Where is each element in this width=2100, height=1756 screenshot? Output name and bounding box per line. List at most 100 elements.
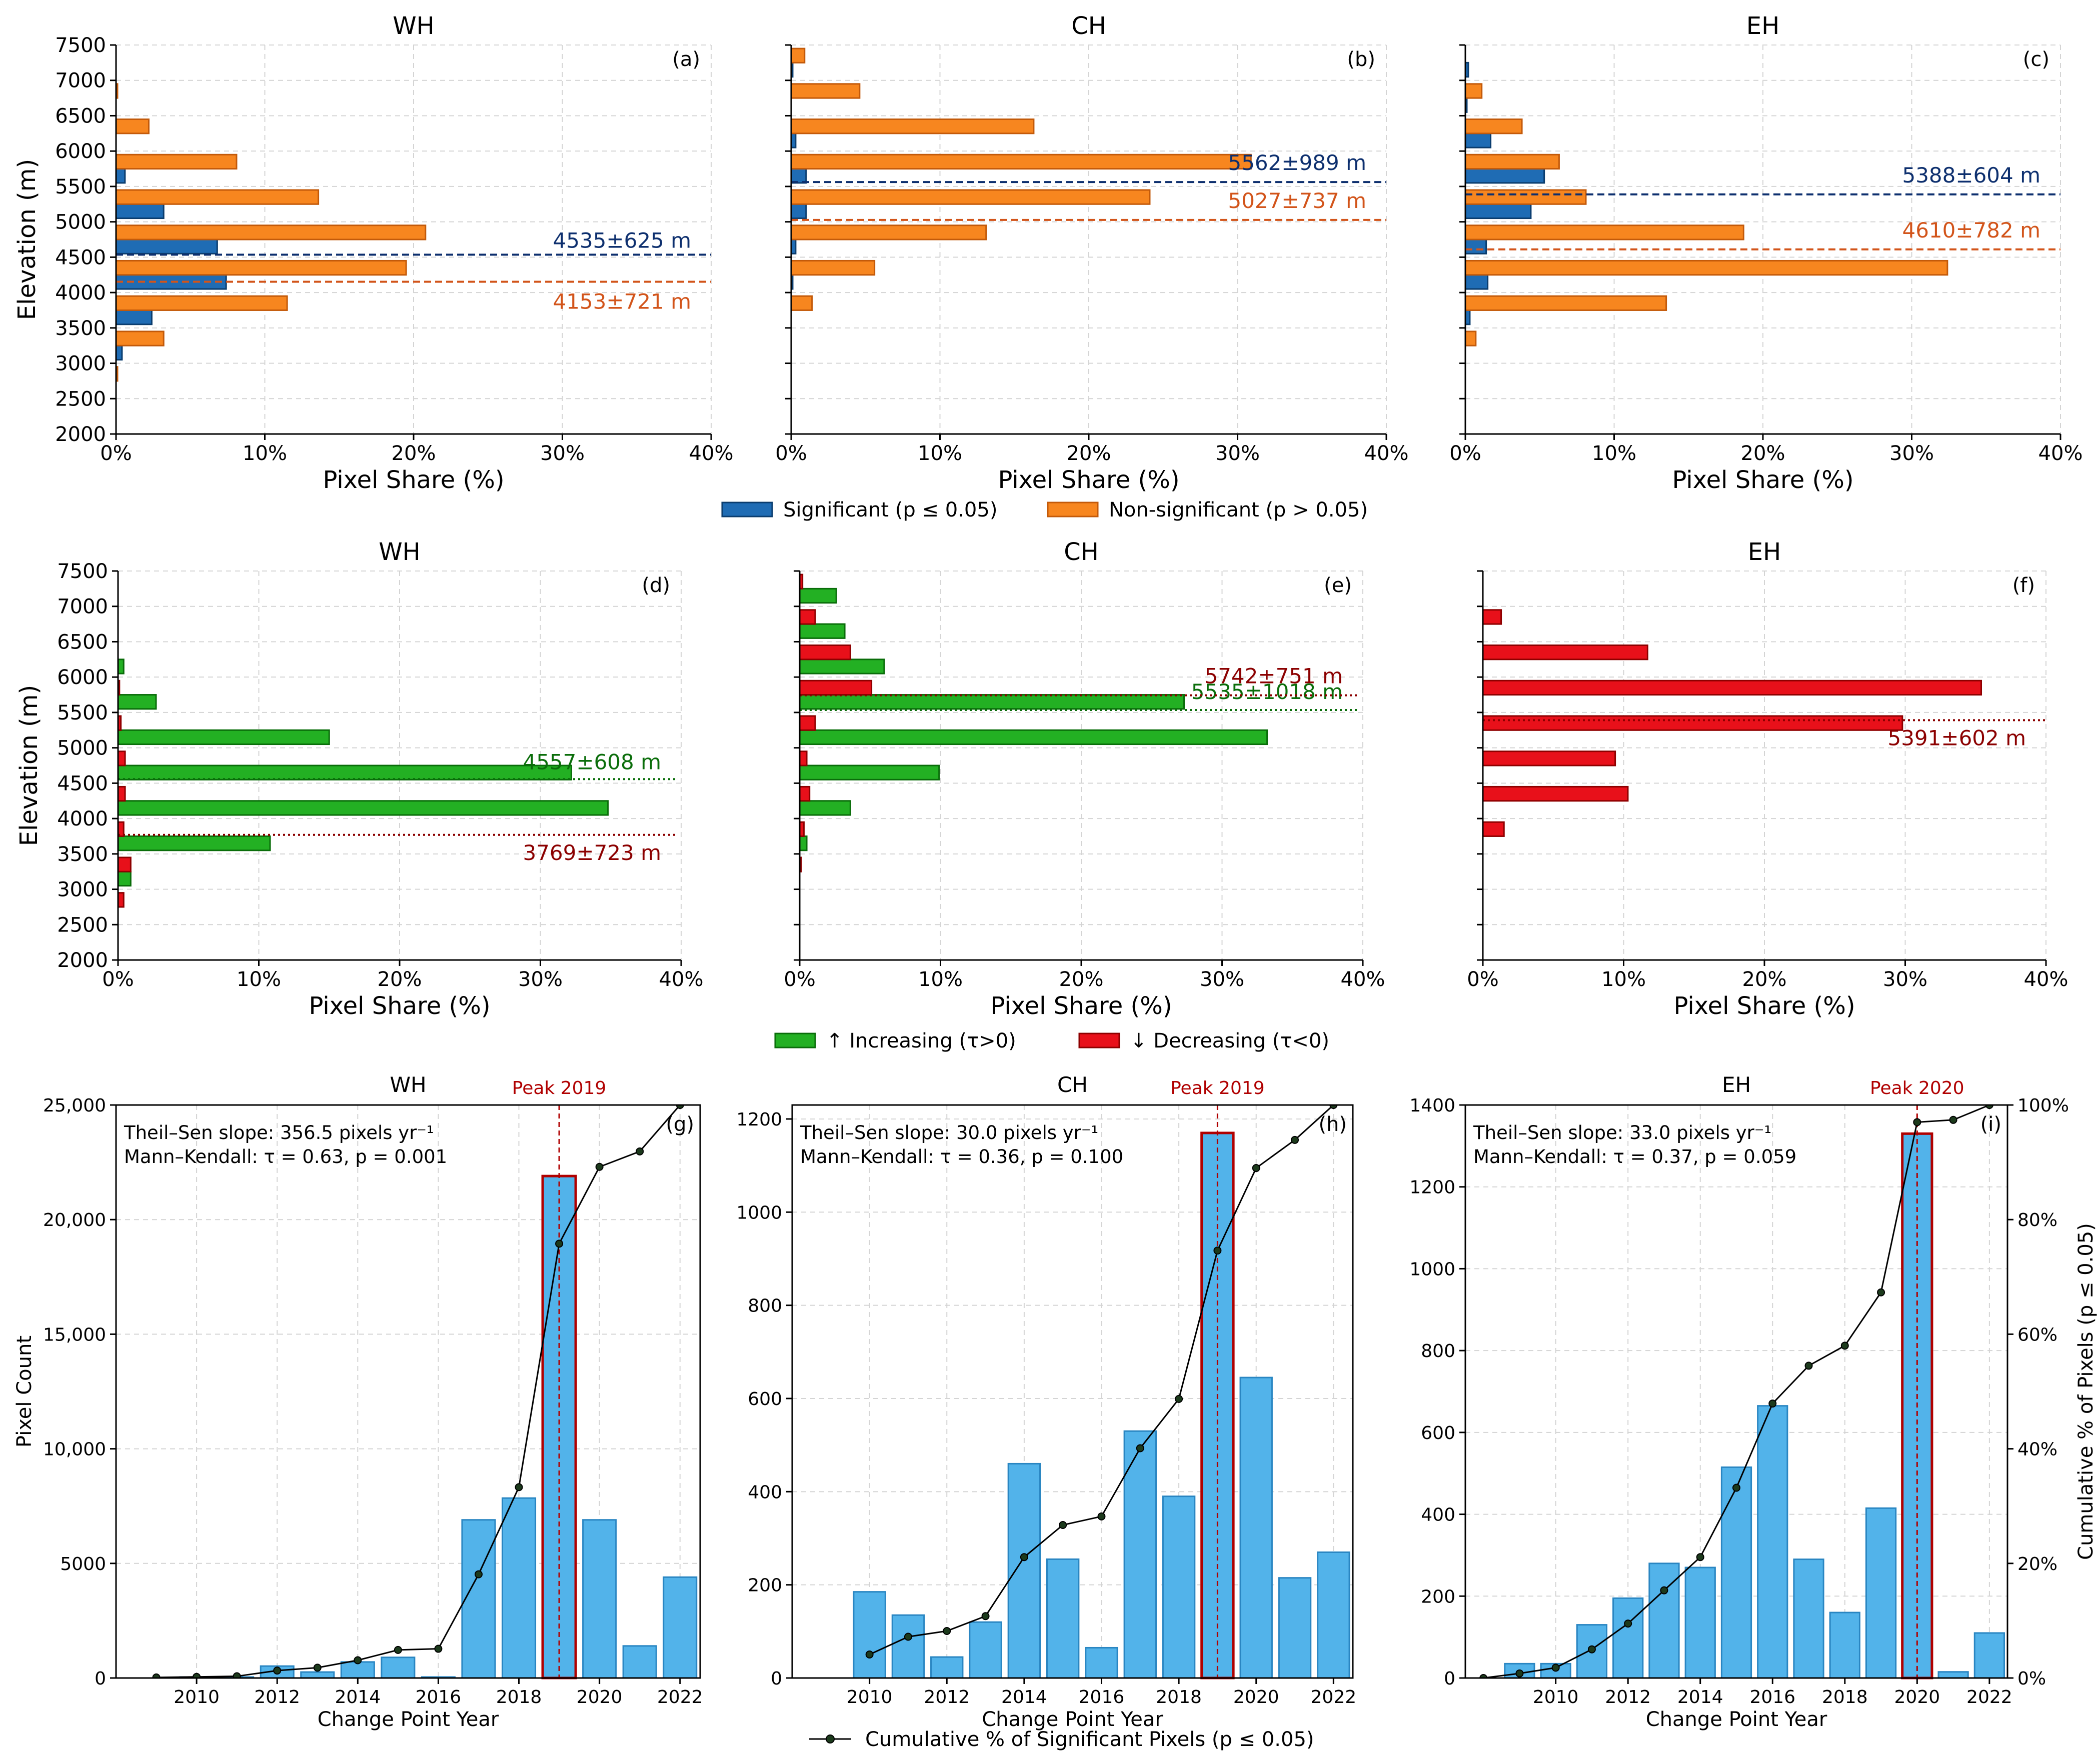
y-right-tick-label: 80%: [2017, 1210, 2057, 1230]
bar-nonsignificant: [1464, 189, 1587, 205]
x-axis-label: Pixel Share (%): [1672, 466, 1853, 494]
x-tick-label: 2012: [924, 1687, 970, 1708]
y-tick-label: 6000: [55, 140, 106, 163]
bar-significant: [1464, 238, 1487, 254]
bar-increasing: [799, 694, 1185, 710]
cumulative-point: [1291, 1136, 1299, 1144]
panel-title: CH: [1071, 12, 1106, 40]
bar-significant: [790, 168, 807, 184]
reference-lines: 5388±604 m 4610±782 m: [1465, 163, 2060, 250]
bar-nonsignificant: [790, 295, 813, 311]
legend-significant-label: Significant (p ≤ 0.05): [783, 498, 997, 522]
y-tick-label: 2000: [57, 949, 108, 972]
y-tick-label: 200: [748, 1576, 782, 1596]
legend-cumulative-label: Cumulative % of Significant Pixels (p ≤ …: [865, 1728, 1314, 1751]
legend-increasing-label: ↑ Increasing (τ>0): [826, 1030, 1016, 1052]
y-tick-label: 2500: [57, 914, 108, 936]
bar-increasing: [799, 623, 846, 639]
x-tick-label: 2018: [1822, 1687, 1868, 1708]
legend-nonsignificant-swatch: [1047, 502, 1099, 518]
gridlines: [116, 44, 712, 434]
y-tick-label: 10,000: [43, 1440, 106, 1460]
y-tick-label: 20,000: [43, 1210, 106, 1230]
y-tick-labels: [794, 570, 800, 961]
bar-nonsignificant: [790, 224, 987, 240]
x-tick-label: 2020: [577, 1687, 623, 1708]
mean-elevation-label: 5742±751 m: [1204, 664, 1343, 688]
y-tick-label: 4000: [57, 808, 108, 830]
stats-slope: Theil–Sen slope: 356.5 pixels yr⁻¹: [124, 1122, 434, 1144]
bar-decreasing: [1482, 750, 1616, 766]
panel-title: EH: [1748, 538, 1781, 566]
count-bar: [1612, 1597, 1644, 1679]
bars: [790, 48, 1252, 311]
bar-significant: [115, 309, 153, 326]
count-bar: [891, 1614, 925, 1679]
bar-decreasing: [1482, 680, 1982, 696]
x-tick-labels: 2010 2012 2014 2016 2018 2020 2022: [1533, 1678, 2012, 1708]
bar-nonsignificant: [1464, 295, 1667, 311]
cumulative-point: [943, 1627, 951, 1636]
bar-nonsignificant: [1464, 83, 1483, 99]
cumulative-point: [1252, 1164, 1260, 1172]
stats-mk: Mann–Kendall: τ = 0.37, p = 0.059: [1473, 1146, 1796, 1168]
y-tick-label: 25,000: [43, 1096, 106, 1116]
cumulative-point: [1136, 1444, 1144, 1452]
count-bar: [1007, 1462, 1041, 1679]
x-axis-label: Pixel Share (%): [1673, 992, 1855, 1020]
panel-label: (c): [2023, 48, 2049, 71]
count-bar: [1085, 1646, 1118, 1679]
cumulative-point: [1020, 1553, 1028, 1562]
y-tick-label: 2500: [55, 388, 106, 410]
x-tick-label: 30%: [518, 968, 563, 991]
x-tick-label: 0%: [1467, 968, 1498, 991]
y-tick-label: 15,000: [43, 1324, 106, 1345]
bar-significant: [115, 344, 123, 360]
bar-nonsignificant: [115, 189, 320, 205]
x-tick-label: 30%: [1883, 968, 1927, 991]
count-bar: [1829, 1612, 1860, 1679]
bar-increasing: [799, 800, 851, 816]
reference-lines: 5562±989 m 5027±737 m: [791, 150, 1386, 221]
count-bar: [853, 1591, 886, 1679]
bar-decreasing: [117, 892, 125, 908]
x-tick-label: 10%: [237, 968, 281, 991]
count-bar: [1648, 1562, 1680, 1679]
x-axis-label: Change Point Year: [1646, 1708, 1827, 1731]
y-tick-label: 6000: [57, 666, 108, 689]
cumulative-point: [193, 1672, 201, 1678]
bar-nonsignificant: [115, 224, 427, 240]
x-tick-label: 30%: [1200, 968, 1244, 991]
count-bar: [1123, 1430, 1157, 1679]
cumulative-point: [555, 1240, 564, 1248]
y-tick-label: 4500: [57, 772, 108, 795]
mean-elevation-label: 4557±608 m: [523, 750, 661, 774]
y-tick-label: 7500: [57, 560, 108, 583]
reference-lines: 5391±602 m: [1483, 719, 2046, 750]
y-tick-label: 3500: [57, 843, 108, 866]
panel-label: (d): [642, 574, 670, 597]
panel-h: Peak 2019 2010 2012 2014 2016 2018 2020 2022 0 20…: [736, 1072, 1356, 1731]
cumulative-point: [1213, 1246, 1222, 1255]
cumulative-point: [1097, 1512, 1106, 1520]
bar-increasing: [117, 800, 609, 816]
legend-nonsignificant-label: Non-significant (p > 0.05): [1109, 498, 1368, 522]
y-tick-label: 400: [1421, 1505, 1455, 1526]
y-right-tick-label: 20%: [2017, 1554, 2057, 1574]
cumulative-point: [1587, 1645, 1596, 1654]
panel-title: EH: [1722, 1072, 1751, 1097]
count-bar: [663, 1576, 698, 1679]
x-tick-label: 2012: [1605, 1687, 1651, 1708]
panel-label: (i): [1980, 1113, 2001, 1136]
x-tick-label: 2022: [1966, 1687, 2012, 1708]
cumulative-point: [434, 1644, 443, 1653]
bars: [117, 658, 609, 908]
x-tick-label: 40%: [659, 968, 704, 991]
y-tick-labels: [1459, 44, 1465, 435]
bars: [853, 1132, 1350, 1680]
cumulative-point: [1732, 1484, 1740, 1492]
cumulative-point: [233, 1672, 241, 1678]
count-bar: [300, 1671, 335, 1679]
bar-decreasing: [117, 786, 126, 802]
y-right-tick-label: 0%: [2017, 1668, 2046, 1689]
